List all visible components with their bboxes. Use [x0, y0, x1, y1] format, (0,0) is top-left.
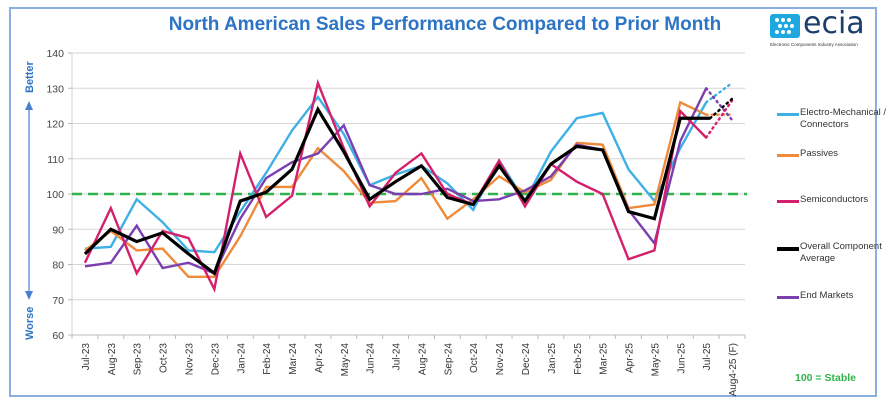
forecast-segment [704, 87, 734, 122]
legend-item: Electro-Mechanical / Connectors [777, 107, 887, 131]
chart-title: North American Sales Performance Compare… [168, 14, 722, 35]
y-tick-label: 100 [46, 189, 64, 201]
x-tick-label: Mar-25 [599, 343, 610, 375]
series-line [83, 105, 711, 276]
y-tick-label: 70 [52, 295, 64, 307]
forecast-segment [704, 81, 734, 104]
x-tick-label: Jun-25 [676, 343, 687, 374]
legend-label: Overall Component Average [800, 241, 882, 264]
y-tick-label: 110 [47, 154, 64, 166]
y-tick-label: 80 [52, 260, 64, 272]
series-electro-mechanical-connectors [84, 81, 734, 254]
legend-item: Passives [777, 148, 887, 160]
x-tick-label: Apr-24 [314, 343, 325, 373]
x-tick-label: May-25 [650, 343, 661, 377]
legend-item: End Markets [777, 290, 887, 302]
down-arrow-icon [25, 291, 33, 300]
legend-label: Semiconductors [800, 194, 869, 205]
x-tick-label: Aug4-25 (F) [728, 343, 739, 396]
x-tick-label: Dec-24 [521, 343, 532, 376]
x-tick-label: Sep-23 [133, 343, 144, 376]
forecast-segment [708, 97, 734, 120]
x-tick-label: Oct-23 [159, 343, 170, 373]
x-tick-label: Nov-24 [495, 343, 506, 376]
y-tick-label: 90 [52, 224, 64, 236]
y-tick-label: 140 [46, 48, 64, 60]
x-tick-label: Mar-24 [288, 343, 299, 375]
up-arrow-icon [25, 101, 33, 110]
x-tick-label: Jan-25 [547, 343, 558, 374]
better-worse-indicator: Better Worse [24, 60, 36, 340]
legend-label: End Markets [800, 290, 854, 301]
x-tick-label: Jan-24 [236, 343, 247, 374]
x-tick-label: Aug-23 [107, 343, 118, 376]
x-tick-label: Feb-25 [573, 343, 584, 375]
series-overall-component-average [83, 97, 734, 276]
series-line [83, 78, 708, 293]
ecia-logo-icon [770, 14, 800, 38]
y-axis-ticks: 60 70 80 90 100 110 120 130 140 [46, 48, 73, 342]
better-label: Better [24, 60, 36, 93]
legend-label: Electro-Mechanical / Connectors [800, 107, 887, 130]
logo-subtitle: Electronic Components Industry Associati… [770, 42, 858, 47]
x-tick-label: Jul-23 [81, 343, 92, 371]
legend-item: Semiconductors [777, 194, 887, 206]
forecast-segment [704, 99, 734, 139]
stable-note: 100 = Stable [795, 372, 856, 384]
x-tick-label: Dec-23 [210, 343, 221, 376]
x-tick-label: Jul-25 [702, 343, 713, 371]
ecia-logo: ecia Electronic Components Industry Asso… [770, 6, 880, 54]
x-tick-label: Apr-25 [625, 343, 636, 373]
legend-swatch [777, 200, 799, 203]
chart-frame [9, 7, 877, 397]
y-tick-label: 120 [46, 119, 64, 131]
x-tick-label: May-24 [340, 343, 351, 377]
legend-item: Overall Component Average [777, 241, 887, 265]
series-lines [83, 78, 734, 293]
x-tick-label: Feb-24 [262, 343, 273, 375]
legend-swatch [777, 154, 799, 157]
y-tick-label: 60 [52, 330, 64, 342]
legend-swatch [777, 113, 799, 116]
series-semiconductors [83, 78, 734, 293]
y-tick-label: 130 [46, 83, 64, 95]
x-tick-label: Sep-24 [443, 343, 454, 376]
worse-label: Worse [24, 307, 36, 340]
legend-swatch [777, 296, 799, 299]
x-axis-ticks: Jul-23 Aug-23 Sep-23 Oct-23 Nov-23 Dec-23 Jan-… [71, 335, 746, 396]
x-tick-label: Jun-24 [366, 343, 377, 374]
x-tick-label: Nov-23 [184, 343, 195, 376]
x-tick-label: Jul-24 [392, 343, 403, 371]
x-tick-label: Aug-24 [417, 343, 428, 376]
x-tick-label: Oct-24 [469, 343, 480, 373]
logo-wordmark: ecia [803, 6, 865, 41]
legend-swatch [777, 247, 799, 251]
series-line [84, 100, 707, 279]
gridlines [72, 52, 745, 301]
series-end-markets [84, 87, 734, 275]
legend-label: Passives [800, 148, 839, 159]
